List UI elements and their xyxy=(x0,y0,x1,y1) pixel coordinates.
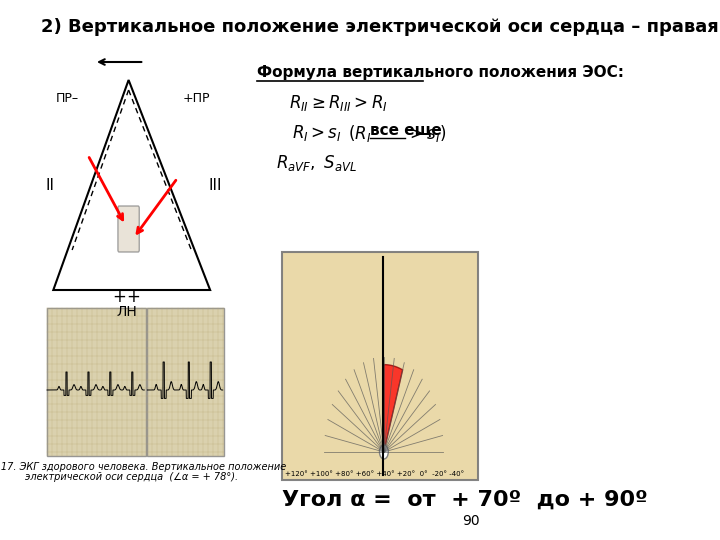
Text: Рис. 17. ЭКГ здорового человека. Вертикальное положение: Рис. 17. ЭКГ здорового человека. Вертика… xyxy=(0,462,287,472)
Text: +: + xyxy=(112,288,126,306)
Circle shape xyxy=(379,445,388,459)
Text: электрической оси сердца  (∠α = + 78°).: электрической оси сердца (∠α = + 78°). xyxy=(25,472,238,482)
Text: $> s_{I})$: $> s_{I})$ xyxy=(406,123,446,144)
Text: $R_{I} > s_{I}$: $R_{I} > s_{I}$ xyxy=(292,123,341,143)
Text: ПР–: ПР– xyxy=(55,92,78,105)
Text: ЛН: ЛН xyxy=(117,305,137,319)
Text: все еще: все еще xyxy=(370,123,442,138)
Polygon shape xyxy=(384,364,402,452)
Text: $R_{aVF},\ S_{aVL}$: $R_{aVF},\ S_{aVL}$ xyxy=(276,153,357,173)
Text: III: III xyxy=(208,178,222,192)
Text: Формула вертикального положения ЭОС:: Формула вертикального положения ЭОС: xyxy=(257,65,624,80)
Text: $R_{II} \geq R_{III} > R_{I}$: $R_{II} \geq R_{III} > R_{I}$ xyxy=(289,93,387,113)
Text: +: + xyxy=(127,288,140,306)
Bar xyxy=(282,252,478,480)
Text: +120° +100° +80° +60° +40° +20°  0°  -20° -40°: +120° +100° +80° +60° +40° +20° 0° -20° … xyxy=(285,471,464,477)
Text: $(R_{I}$: $(R_{I}$ xyxy=(348,123,372,144)
Bar xyxy=(47,308,146,456)
Text: +ПР: +ПР xyxy=(183,92,210,105)
FancyBboxPatch shape xyxy=(118,206,139,252)
Text: Угол α =  от  + 70º  до + 90º: Угол α = от + 70º до + 90º xyxy=(282,490,648,510)
Bar xyxy=(148,308,224,456)
Text: II: II xyxy=(45,178,55,192)
Text: 2) Вертикальное положение электрической оси сердца – правая девиация: 2) Вертикальное положение электрической … xyxy=(41,18,720,36)
Text: 90: 90 xyxy=(462,514,480,528)
